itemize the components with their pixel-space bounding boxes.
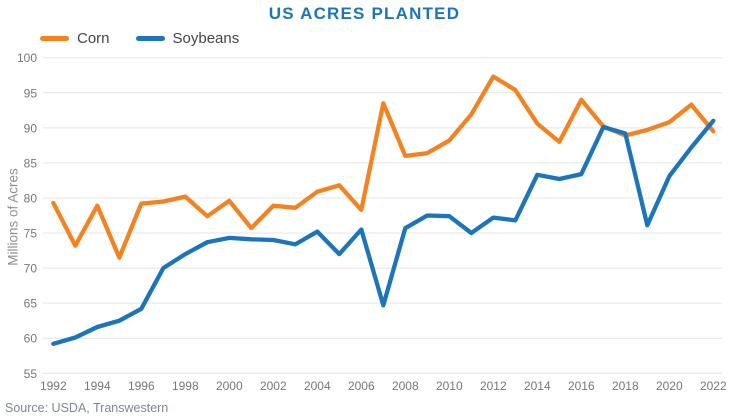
corn-series-line: [51, 74, 716, 260]
y-tick-label: 95: [24, 86, 38, 100]
x-tick-label: 2010: [436, 379, 463, 393]
y-tick-label: 70: [24, 262, 38, 276]
y-tick-label: 100: [17, 51, 37, 65]
legend-label-corn: Corn: [77, 30, 110, 47]
y-tick-label: 85: [24, 156, 38, 170]
y-tick-label: 80: [24, 191, 38, 205]
legend-label-soybeans: Soybeans: [172, 30, 240, 47]
x-tick-label: 2000: [216, 379, 243, 393]
x-tick-label: 2002: [260, 379, 287, 393]
y-tick-label: 65: [24, 297, 38, 311]
x-tick-label: 2018: [612, 379, 639, 393]
x-tick-label: 2006: [348, 379, 375, 393]
soybeans-line-swatch-icon: [135, 36, 165, 41]
x-tick-label: 1992: [40, 379, 67, 393]
x-tick-label: 2008: [392, 379, 419, 393]
y-tick-label: 55: [24, 367, 38, 381]
soybeans-series-line: [51, 118, 716, 346]
x-tick-label: 2014: [524, 379, 551, 393]
x-tick-label: 1994: [84, 379, 111, 393]
chart-title: US ACRES PLANTED: [268, 4, 461, 23]
y-tick-label: 90: [24, 121, 38, 135]
y-tick-label: 60: [24, 332, 38, 346]
x-tick-label: 2012: [480, 379, 507, 393]
x-tick-label: 2004: [304, 379, 331, 393]
y-tick-label: 75: [24, 227, 38, 241]
legend-item-corn: Corn: [40, 30, 110, 47]
x-tick-label: 2016: [568, 379, 595, 393]
y-axis-title: Millions of Acres: [5, 168, 21, 266]
x-tick-label: 2022: [700, 379, 727, 393]
chart-legend: Corn Soybeans: [40, 30, 239, 47]
x-tick-label: 1998: [172, 379, 199, 393]
legend-item-soybeans: Soybeans: [135, 30, 240, 47]
source-attribution: Source: USDA, Transwestern: [5, 401, 169, 415]
corn-line-swatch-icon: [40, 36, 69, 41]
x-tick-label: 2020: [656, 379, 683, 393]
x-tick-label: 1996: [128, 379, 155, 393]
